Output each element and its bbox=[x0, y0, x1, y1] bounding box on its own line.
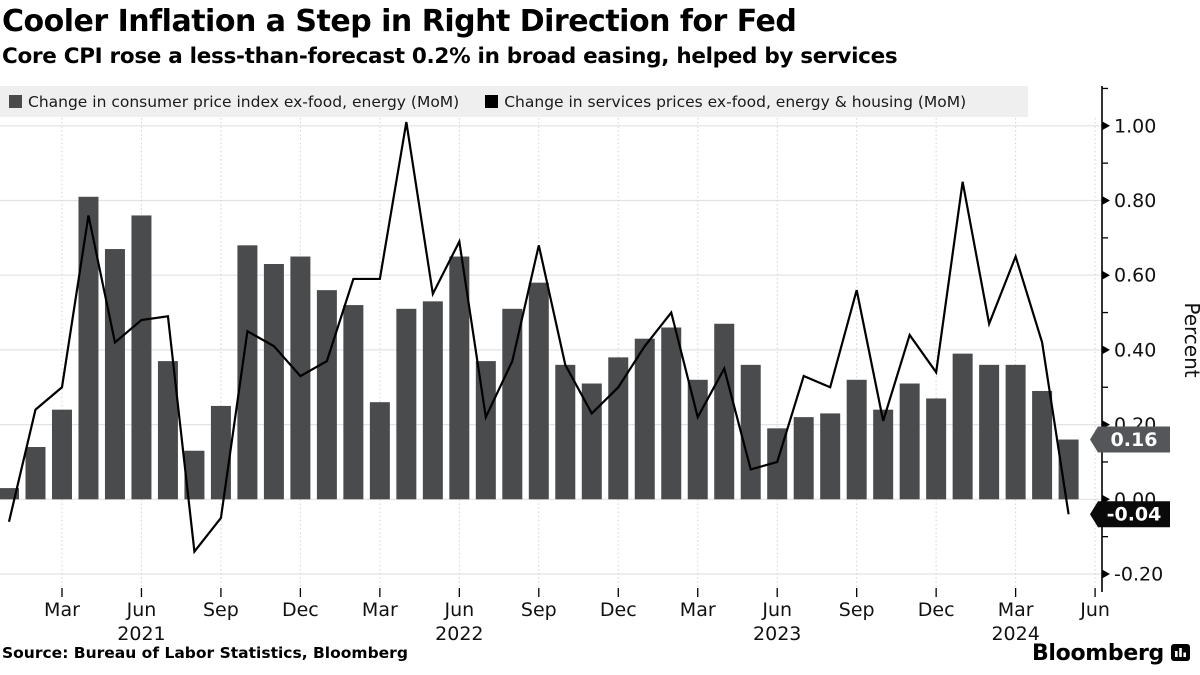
x-tick-label: Sep bbox=[521, 599, 557, 621]
bar bbox=[793, 417, 814, 500]
bar bbox=[290, 256, 311, 500]
bar bbox=[449, 256, 470, 500]
bar bbox=[979, 364, 1000, 500]
y-tick-label: -0.20 bbox=[1114, 564, 1163, 586]
y-axis-title: Percent bbox=[1180, 302, 1200, 377]
bar bbox=[1032, 390, 1053, 500]
bar bbox=[740, 364, 761, 500]
bar bbox=[25, 447, 46, 500]
x-tick-label: Jun bbox=[443, 599, 474, 621]
bar bbox=[210, 405, 231, 500]
x-year-label: 2024 bbox=[991, 623, 1039, 645]
value-tag bbox=[1090, 501, 1170, 528]
bar bbox=[1005, 364, 1026, 500]
bar bbox=[926, 398, 947, 500]
x-tick-label: Dec bbox=[600, 599, 637, 621]
x-tick-label: Jun bbox=[761, 599, 792, 621]
x-tick-label: Mar bbox=[362, 599, 398, 621]
bar bbox=[687, 379, 708, 500]
series-line bbox=[7, 121, 1070, 555]
bar bbox=[78, 196, 99, 500]
bar bbox=[899, 383, 920, 500]
bar bbox=[316, 290, 337, 500]
x-year-label: 2021 bbox=[117, 623, 165, 645]
x-tick-label: Jun bbox=[126, 599, 157, 621]
bar bbox=[104, 249, 125, 500]
bar bbox=[661, 327, 682, 500]
bar bbox=[131, 215, 152, 500]
chart-subtitle: Core CPI rose a less-than-forecast 0.2% … bbox=[2, 44, 898, 69]
legend-item-services: Change in services prices ex-food, energ… bbox=[485, 93, 966, 111]
legend-swatch-bar-icon bbox=[9, 95, 22, 108]
bar bbox=[237, 245, 258, 500]
x-tick-label: Sep bbox=[839, 599, 875, 621]
value-tag-label: -0.04 bbox=[1107, 504, 1162, 526]
bar bbox=[528, 282, 549, 500]
bar bbox=[343, 305, 364, 500]
bar bbox=[846, 379, 867, 500]
legend-label-services: Change in services prices ex-food, energ… bbox=[504, 92, 967, 111]
bar bbox=[184, 450, 205, 500]
x-tick-label: Dec bbox=[918, 599, 955, 621]
bar bbox=[396, 308, 417, 500]
bloomberg-logo-text: Bloomberg bbox=[1031, 641, 1164, 666]
bar bbox=[475, 361, 496, 500]
bar bbox=[608, 357, 629, 500]
bar bbox=[555, 364, 576, 500]
page-title: Cooler Inflation a Step in Right Directi… bbox=[2, 4, 797, 39]
bar bbox=[714, 323, 735, 500]
y-tick-arrow-icon bbox=[1102, 121, 1110, 131]
x-year-label: 2023 bbox=[753, 623, 801, 645]
y-tick-label: 1.00 bbox=[1114, 115, 1156, 137]
x-tick-label: Dec bbox=[282, 599, 319, 621]
x-tick-label: Mar bbox=[998, 599, 1034, 621]
legend-item-cpi: Change in consumer price index ex-food, … bbox=[9, 93, 459, 111]
bar bbox=[952, 353, 973, 500]
bloomberg-brand: Bloomberg bbox=[1032, 641, 1190, 666]
legend-strip: Change in consumer price index ex-food, … bbox=[0, 86, 1028, 117]
x-tick-label: Jun bbox=[1079, 599, 1110, 621]
bar bbox=[873, 409, 894, 500]
y-tick-arrow-icon bbox=[1102, 569, 1110, 579]
bar bbox=[157, 361, 178, 500]
x-tick-label: Sep bbox=[203, 599, 239, 621]
y-tick-label: 0.80 bbox=[1114, 190, 1156, 212]
y-tick-label: 0.40 bbox=[1114, 339, 1156, 361]
legend-label-cpi: Change in consumer price index ex-food, … bbox=[28, 92, 460, 111]
bar bbox=[369, 402, 390, 500]
y-tick-label: 0.60 bbox=[1114, 265, 1156, 287]
bar bbox=[581, 383, 602, 500]
bar bbox=[0, 488, 19, 500]
x-tick-label: Mar bbox=[44, 599, 80, 621]
bloomberg-logo-icon bbox=[1171, 644, 1190, 661]
y-tick-arrow-icon bbox=[1102, 196, 1110, 205]
bar bbox=[51, 409, 72, 500]
value-tag bbox=[1090, 426, 1170, 453]
bar bbox=[502, 308, 523, 500]
bar bbox=[634, 338, 655, 500]
x-tick-label: Mar bbox=[680, 599, 716, 621]
y-tick-arrow-icon bbox=[1102, 270, 1110, 280]
bar bbox=[422, 301, 443, 500]
value-tag-label: 0.16 bbox=[1111, 429, 1158, 451]
y-tick-arrow-icon bbox=[1102, 345, 1110, 355]
bar bbox=[820, 413, 841, 500]
bar bbox=[263, 263, 284, 500]
x-year-label: 2022 bbox=[435, 623, 483, 645]
legend-swatch-line-icon bbox=[485, 95, 499, 108]
source-note: Source: Bureau of Labor Statistics, Bloo… bbox=[2, 644, 408, 662]
